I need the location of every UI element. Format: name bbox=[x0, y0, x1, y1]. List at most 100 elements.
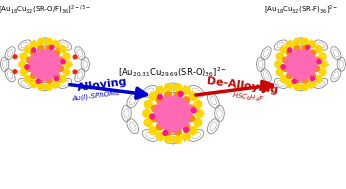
Circle shape bbox=[63, 53, 70, 60]
Circle shape bbox=[13, 55, 17, 58]
Circle shape bbox=[178, 91, 183, 96]
Circle shape bbox=[53, 50, 60, 56]
Circle shape bbox=[53, 73, 60, 79]
Circle shape bbox=[174, 84, 182, 91]
Circle shape bbox=[54, 76, 58, 81]
Circle shape bbox=[286, 41, 293, 48]
Circle shape bbox=[280, 46, 287, 53]
Circle shape bbox=[30, 41, 37, 48]
Circle shape bbox=[313, 65, 320, 71]
Circle shape bbox=[156, 123, 163, 130]
Circle shape bbox=[143, 109, 151, 117]
Circle shape bbox=[302, 83, 308, 90]
Circle shape bbox=[31, 44, 35, 48]
Circle shape bbox=[25, 65, 29, 69]
Circle shape bbox=[195, 109, 203, 117]
Circle shape bbox=[320, 61, 327, 68]
Text: HSC$_6$H$_4$F: HSC$_6$H$_4$F bbox=[231, 91, 265, 105]
Circle shape bbox=[286, 50, 293, 56]
Circle shape bbox=[275, 61, 282, 68]
Circle shape bbox=[157, 94, 162, 99]
Text: [Au$_{18}$Cu$_{32}$(SR-O/F)$_{36}$]$^{2-/3-}$: [Au$_{18}$Cu$_{32}$(SR-O/F)$_{36}$]$^{2-… bbox=[0, 4, 92, 16]
Circle shape bbox=[171, 101, 192, 122]
Circle shape bbox=[280, 76, 287, 82]
Circle shape bbox=[163, 112, 183, 132]
Circle shape bbox=[38, 77, 44, 83]
Circle shape bbox=[46, 83, 52, 90]
Circle shape bbox=[49, 45, 54, 49]
Circle shape bbox=[160, 97, 180, 117]
Circle shape bbox=[294, 46, 300, 52]
Circle shape bbox=[149, 126, 157, 134]
Circle shape bbox=[144, 119, 152, 126]
Circle shape bbox=[144, 101, 152, 108]
Circle shape bbox=[57, 57, 64, 63]
Circle shape bbox=[319, 69, 326, 75]
Circle shape bbox=[73, 55, 77, 59]
Circle shape bbox=[170, 98, 176, 104]
Circle shape bbox=[294, 38, 300, 45]
Text: [Au$_{20.31}$Cu$_{29.69}$(SR-O)$_{36}$]$^{2-}$: [Au$_{20.31}$Cu$_{29.69}$(SR-O)$_{36}$]$… bbox=[118, 65, 228, 79]
Circle shape bbox=[306, 45, 310, 49]
Circle shape bbox=[163, 131, 168, 135]
Circle shape bbox=[38, 38, 44, 45]
Circle shape bbox=[188, 115, 194, 122]
Circle shape bbox=[174, 122, 181, 129]
Circle shape bbox=[53, 41, 60, 48]
Circle shape bbox=[59, 46, 66, 53]
Circle shape bbox=[302, 38, 308, 45]
Circle shape bbox=[288, 48, 292, 52]
Circle shape bbox=[302, 46, 308, 52]
Circle shape bbox=[156, 132, 164, 140]
Circle shape bbox=[286, 73, 293, 79]
Circle shape bbox=[30, 81, 37, 88]
Circle shape bbox=[309, 50, 316, 56]
Circle shape bbox=[30, 80, 34, 84]
Circle shape bbox=[164, 84, 172, 91]
Circle shape bbox=[30, 73, 37, 79]
Text: [Au$_{18}$Cu$_{32}$(SR-F)$_{36}$]$^{2-}$: [Au$_{18}$Cu$_{32}$(SR-F)$_{36}$]$^{2-}$ bbox=[264, 4, 338, 16]
Circle shape bbox=[194, 119, 202, 126]
Circle shape bbox=[30, 60, 48, 77]
Circle shape bbox=[184, 127, 189, 132]
Circle shape bbox=[292, 79, 297, 83]
Circle shape bbox=[315, 76, 322, 82]
Text: De-Alloying: De-Alloying bbox=[206, 76, 278, 95]
Circle shape bbox=[276, 53, 283, 60]
Circle shape bbox=[26, 57, 33, 63]
Circle shape bbox=[31, 48, 36, 52]
Circle shape bbox=[38, 46, 44, 52]
Circle shape bbox=[33, 50, 51, 67]
Circle shape bbox=[157, 108, 164, 115]
Circle shape bbox=[29, 54, 47, 72]
Circle shape bbox=[149, 93, 157, 100]
Circle shape bbox=[26, 65, 33, 71]
Circle shape bbox=[161, 101, 168, 107]
Circle shape bbox=[188, 105, 194, 112]
Circle shape bbox=[159, 117, 165, 123]
Circle shape bbox=[294, 77, 300, 83]
Circle shape bbox=[36, 79, 40, 83]
Circle shape bbox=[30, 50, 37, 56]
Circle shape bbox=[43, 54, 61, 72]
Circle shape bbox=[24, 76, 31, 82]
Circle shape bbox=[182, 132, 190, 140]
FancyArrowPatch shape bbox=[70, 85, 146, 98]
Circle shape bbox=[313, 57, 320, 63]
Circle shape bbox=[191, 108, 196, 113]
Circle shape bbox=[46, 46, 52, 52]
Circle shape bbox=[286, 60, 304, 77]
Circle shape bbox=[165, 128, 172, 135]
Circle shape bbox=[166, 97, 186, 117]
Circle shape bbox=[309, 73, 316, 79]
Circle shape bbox=[20, 53, 27, 60]
Circle shape bbox=[57, 65, 64, 71]
Circle shape bbox=[183, 123, 190, 130]
Circle shape bbox=[154, 101, 175, 122]
Circle shape bbox=[63, 69, 70, 75]
Circle shape bbox=[156, 108, 176, 128]
Circle shape bbox=[292, 55, 310, 73]
Circle shape bbox=[189, 126, 197, 134]
Circle shape bbox=[299, 54, 317, 72]
Circle shape bbox=[292, 63, 310, 80]
